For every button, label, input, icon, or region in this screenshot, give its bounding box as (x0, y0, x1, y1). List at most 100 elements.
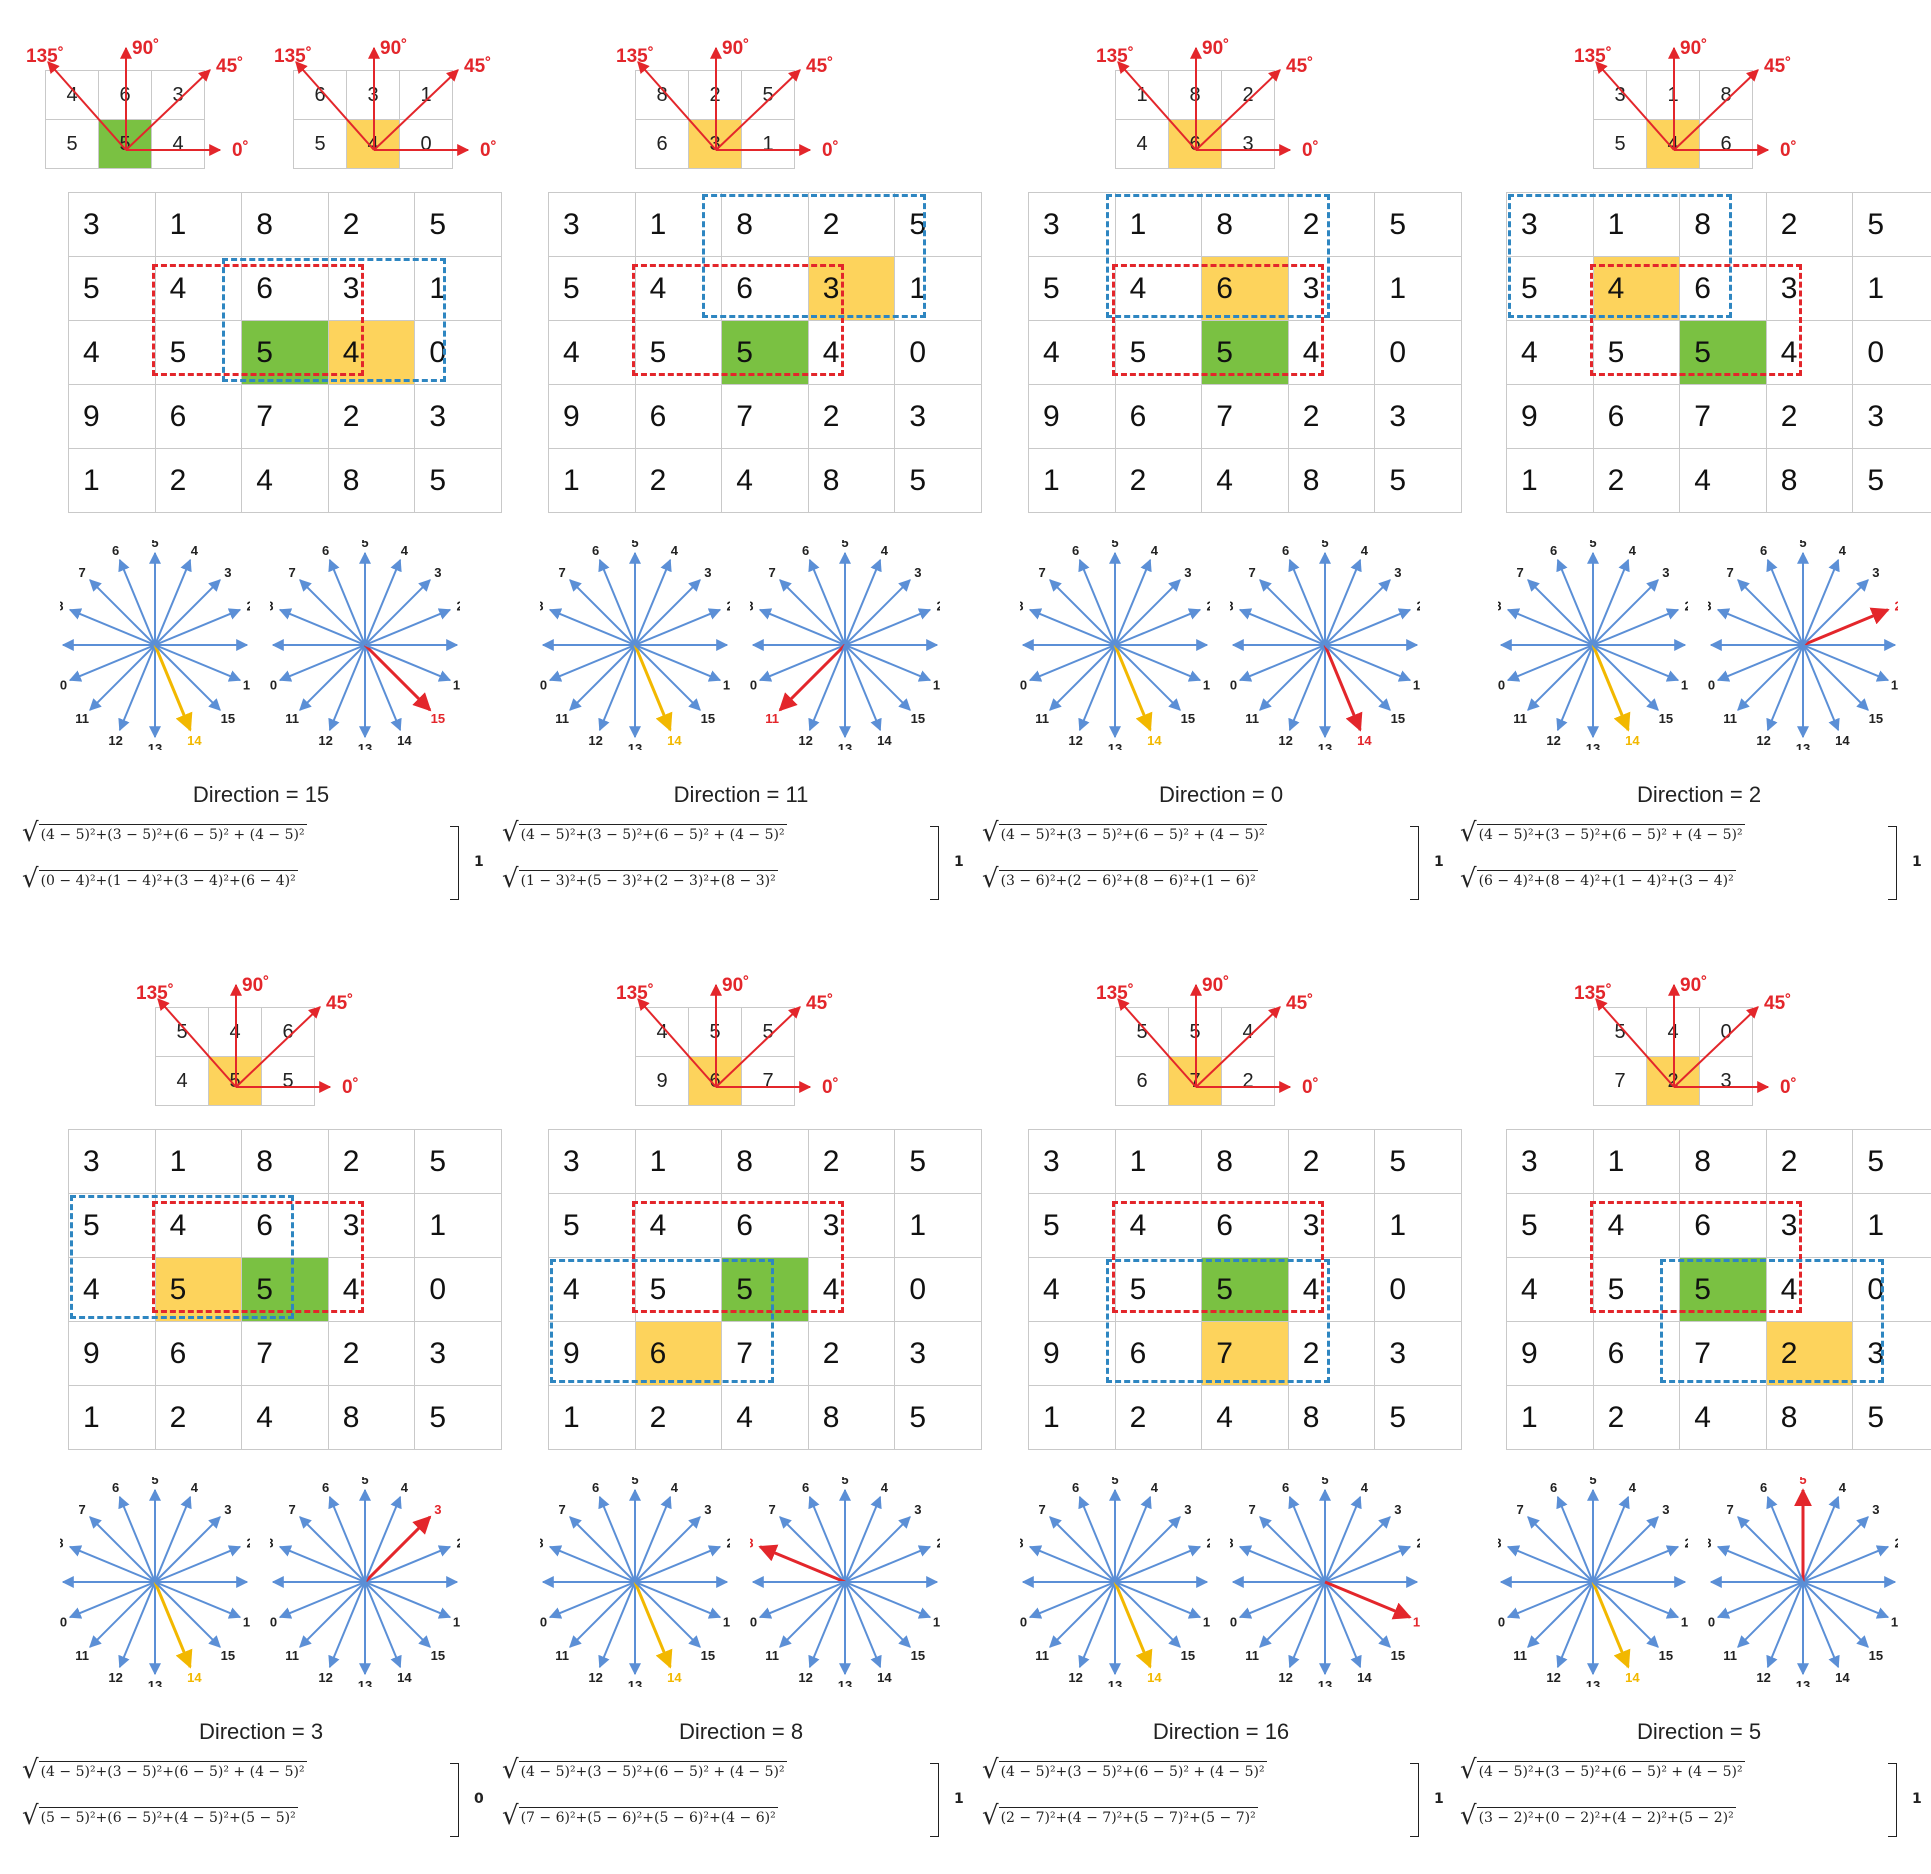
direction-spoke (299, 1516, 366, 1583)
direction-spoke (299, 1581, 366, 1648)
mini-row: 463 (45, 70, 205, 120)
direction-label: 6 (1072, 543, 1079, 558)
direction-spoke (1324, 1545, 1412, 1583)
sqrt-sign: √ (502, 1801, 519, 1831)
direction-label: 8 (1498, 599, 1501, 614)
direction-wheel: 12345678910111213141516 (1230, 1477, 1420, 1687)
formula-denominator: √ (3 − 6)²+(2 − 6)²+(8 − 6)²+(1 − 6)² (982, 864, 1258, 894)
formula-numerator: √ (4 − 5)²+(3 − 5)²+(6 − 5)² + (4 − 5)² (1460, 818, 1745, 848)
direction-label: 7 (769, 1502, 776, 1517)
direction-label: 4 (1151, 543, 1159, 558)
direction-spoke (1259, 579, 1326, 646)
direction-label: 11 (1035, 1648, 1049, 1663)
direction-spoke (1592, 579, 1659, 646)
direction-spoke (548, 644, 636, 682)
direction-label: 4 (881, 1480, 889, 1495)
direction-label: 14 (667, 733, 682, 748)
direction-spoke (328, 558, 366, 646)
direction-spoke (1802, 1581, 1890, 1619)
angle-label: 45˚ (1764, 56, 1791, 77)
direction-spoke (758, 608, 846, 646)
direction-label: 7 (79, 565, 86, 580)
direction-label: 3 (704, 1502, 711, 1517)
grid-cell: 5 (1679, 320, 1767, 385)
grid-cell: 6 (721, 256, 809, 321)
orientation-arrows: 0˚ 45˚ 90˚ 135˚ (1096, 975, 1319, 1098)
radicand: (4 − 5)²+(3 − 5)²+(6 − 5)² + (4 − 5)² (518, 1760, 787, 1780)
grid-cell: 2 (1765, 1129, 1854, 1194)
grid-cell: 7 (721, 384, 809, 449)
sqrt-sign: √ (982, 864, 999, 894)
grid-cell: 4 (548, 1257, 636, 1322)
grid-cell: 3 (1287, 1193, 1376, 1258)
grid-cell: 4 (1201, 448, 1289, 513)
direction-spoke (808, 644, 846, 732)
direction-label: 7 (1249, 565, 1256, 580)
direction-label: 7 (1039, 1502, 1046, 1517)
grid-cell: 3 (1852, 1321, 1931, 1386)
arrow-135 (1595, 61, 1675, 151)
direction-label: 16 (243, 1614, 250, 1629)
orientation-arrows: 0˚ 45˚ 90˚ 135˚ (136, 975, 359, 1098)
direction-label: 12 (108, 1670, 122, 1685)
direction-spoke (808, 1495, 846, 1583)
direction-spoke (1737, 644, 1804, 711)
distance-formula: √ (4 − 5)²+(3 − 5)²+(6 − 5)² + (4 − 5)² √(… (22, 1755, 492, 1845)
direction-spoke (154, 644, 242, 682)
direction-label: 6 (1282, 543, 1289, 558)
direction-label: 10 (540, 1614, 547, 1629)
direction-spoke (1591, 644, 1631, 732)
orientation-arrows: 0˚ 45˚ 90˚ 135˚ (26, 38, 249, 161)
direction-label: 4 (191, 1480, 199, 1495)
angle-label: 90˚ (380, 38, 407, 59)
direction-spoke (1324, 579, 1391, 646)
angle-label: 135˚ (616, 46, 654, 67)
grid-cell: 1 (154, 1129, 243, 1194)
grid-cell: 4 (1114, 1193, 1203, 1258)
grid-cell: 3 (1765, 1193, 1854, 1258)
grid-cell: 6 (1201, 256, 1289, 321)
direction-spoke (1288, 644, 1326, 732)
direction-label: 4 (1361, 1480, 1369, 1495)
direction-label: 10 (540, 677, 547, 692)
angle-label: 45˚ (216, 56, 243, 77)
direction-label: 13 (1318, 1678, 1332, 1687)
direction-label: 8 (750, 1536, 753, 1551)
direction-wheel: 12345678910111213141516 (1230, 540, 1420, 750)
grid-cell: 9 (68, 384, 156, 449)
direction-label: 11 (1723, 1648, 1737, 1663)
panel-2: 8256310˚45˚90˚135˚3182554631455409672312… (500, 0, 982, 937)
grid-cell: 5 (1028, 256, 1116, 321)
grid-cell: 5 (634, 1257, 723, 1322)
direction-spoke (634, 1581, 701, 1648)
distance-formula: √ (4 − 5)²+(3 − 5)²+(6 − 5)² + (4 − 5)² √(… (502, 1755, 972, 1845)
sqrt-sign: √ (1460, 818, 1477, 848)
grid-cell: 3 (548, 192, 636, 257)
panel-7: 5546720˚45˚90˚135˚3182554631455409672312… (980, 937, 1462, 1874)
direction-label: 15 (701, 1648, 715, 1663)
grid-cell: 4 (807, 320, 896, 385)
direction-label: 6 (322, 1480, 329, 1495)
radicand: (5 − 5)²+(6 − 5)²+(4 − 5)²+(5 − 5)² (38, 1806, 298, 1826)
grid-cell: 2 (154, 448, 243, 513)
direction-spoke (844, 558, 882, 646)
grid-cell: 5 (414, 1385, 502, 1450)
direction-wheel: 12345678910111213141516 (540, 1477, 730, 1687)
grid-cell: 3 (1506, 1129, 1594, 1194)
grid-cell: 4 (1114, 256, 1203, 321)
direction-label: 6 (1550, 1480, 1557, 1495)
direction-label: 8 (1498, 1536, 1501, 1551)
grid-cell: 9 (1506, 384, 1594, 449)
grid-cell: 7 (1201, 1321, 1289, 1386)
direction-spoke (634, 608, 722, 646)
direction-spoke (548, 1545, 636, 1583)
direction-spoke (634, 1545, 722, 1583)
grid-cell: 7 (1201, 384, 1289, 449)
grid-cell: 4 (634, 1193, 723, 1258)
